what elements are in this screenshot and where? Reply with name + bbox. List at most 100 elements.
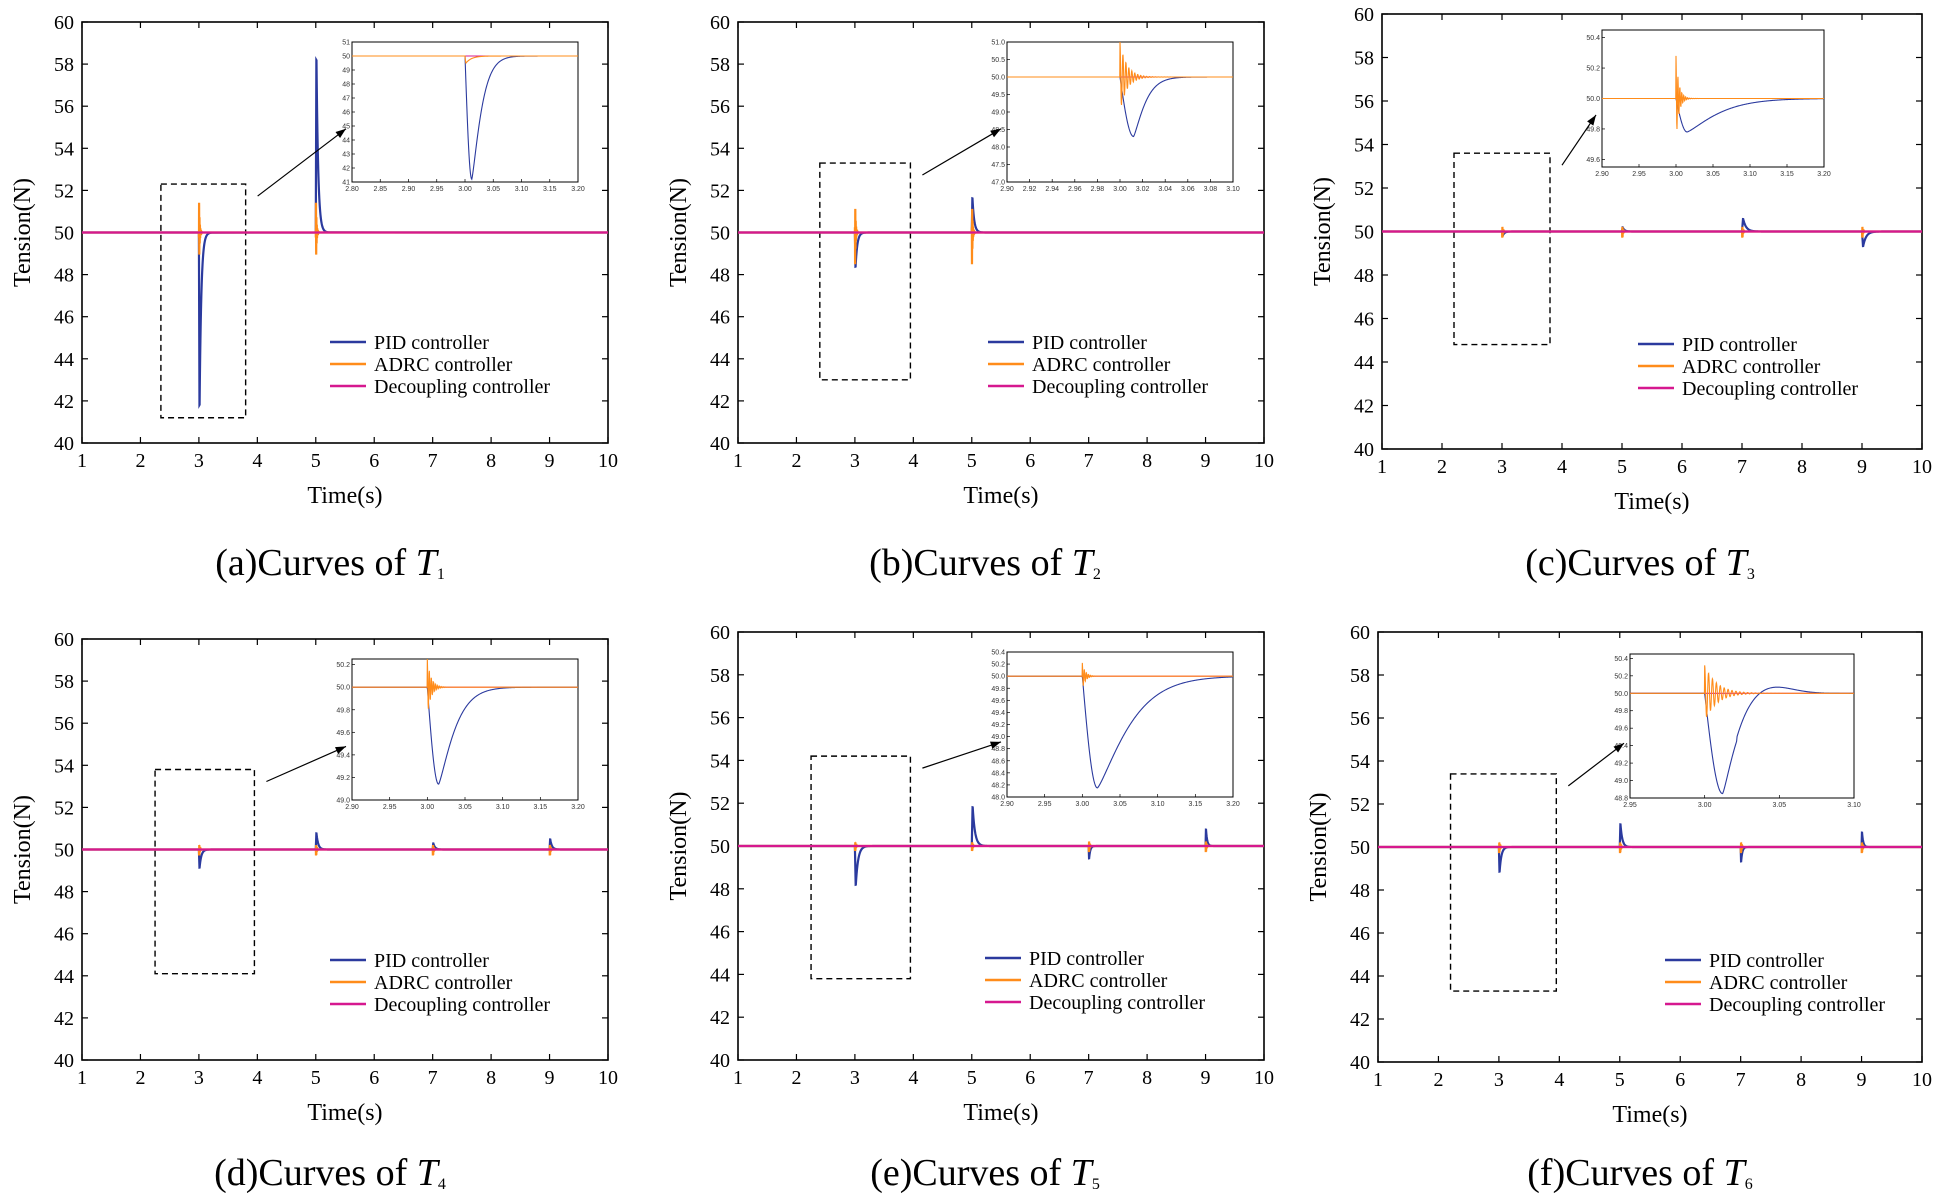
zoom-arrow-shaft bbox=[266, 745, 347, 783]
caption-subscript: 4 bbox=[438, 1176, 446, 1193]
y-tick-label: 54 bbox=[54, 138, 74, 160]
inset-y-tick-label: 44 bbox=[342, 138, 350, 145]
chart-panel-f: 1 2 3 4 5 6 7 8 9 104042444648505254565860Time(s)… bbox=[1306, 622, 1932, 1194]
y-tick-label: 60 bbox=[1350, 622, 1370, 644]
caption-prefix: (c)Curves of bbox=[1525, 542, 1725, 584]
legend-label-decoupling: Decoupling controller bbox=[374, 376, 550, 398]
x-tick-label: 4 bbox=[252, 450, 262, 472]
inset-x-tick-label: 3.10 bbox=[496, 804, 510, 811]
zoom-inset: 2.953.003.053.1048.849.049.249.449.649.8… bbox=[1614, 653, 1861, 809]
zoom-inset: 2.90 2.95 3.00 3.05 3.10 3.15 3.20 48.0 48.2 48.4… bbox=[991, 650, 1240, 809]
x-tick-label: 9 bbox=[1201, 450, 1211, 472]
inset-x-tick-label: 3.10 bbox=[1847, 802, 1861, 809]
zoom-arrow-head bbox=[335, 746, 346, 755]
inset-y-tick-label: 50.0 bbox=[1614, 691, 1628, 698]
y-tick-label: 56 bbox=[54, 713, 74, 735]
y-tick-label: 54 bbox=[710, 138, 730, 160]
inset-y-tick-label: 48.0 bbox=[991, 145, 1005, 152]
y-tick-label: 48 bbox=[54, 882, 74, 904]
inset-x-tick-label: 3.05 bbox=[1113, 801, 1127, 808]
inset-y-tick-label: 49.0 bbox=[1614, 778, 1628, 785]
y-tick-label: 42 bbox=[54, 391, 74, 413]
inset-x-tick-label: 3.05 bbox=[486, 186, 500, 193]
inset-line-adrc bbox=[352, 658, 578, 709]
x-tick-label: 3 bbox=[194, 1067, 204, 1089]
zoom-arrow-shaft bbox=[1567, 742, 1625, 787]
x-tick-label: 6 bbox=[369, 1067, 379, 1089]
legend-label-decoupling: Decoupling controller bbox=[374, 994, 550, 1016]
chart-panel-c: 1 2 3 4 5 6 7 8 9 104042444648505254565860Time(s)… bbox=[1310, 4, 1932, 584]
x-tick-label: 1 bbox=[77, 450, 87, 472]
x-tick-label: 4 bbox=[1554, 1069, 1564, 1091]
x-tick-label: 4 bbox=[908, 1067, 918, 1089]
zoom-region-box bbox=[1453, 152, 1551, 346]
caption-subscript: 5 bbox=[1092, 1176, 1100, 1193]
inset-x-tick-label: 3.02 bbox=[1136, 186, 1150, 193]
x-tick-label: 2 bbox=[135, 1067, 145, 1089]
inset-x-tick-label: 3.05 bbox=[1773, 802, 1787, 809]
y-tick-label: 46 bbox=[710, 307, 730, 329]
y-tick-label: 58 bbox=[1350, 665, 1370, 687]
zoom-inset: 2.90 2.95 3.00 3.05 3.10 3.15 3.20 49.6 49.8 50.0… bbox=[1586, 29, 1831, 178]
inset-x-tick-label: 3.00 bbox=[1698, 802, 1712, 809]
y-tick-label: 52 bbox=[1350, 794, 1370, 816]
inset-y-tick-label: 50.2 bbox=[991, 662, 1005, 669]
series-line-adrc bbox=[738, 208, 1265, 265]
x-tick-label: 4 bbox=[1557, 456, 1567, 478]
y-tick-label: 54 bbox=[1350, 751, 1370, 773]
inset-x-tick-label: 3.10 bbox=[1743, 171, 1757, 178]
caption-subscript: 2 bbox=[1093, 566, 1101, 583]
inset-x-tick-label: 3.15 bbox=[543, 186, 557, 193]
inset-y-tick-label: 50.0 bbox=[991, 75, 1005, 82]
inset-x-tick-label: 3.20 bbox=[571, 186, 585, 193]
x-tick-label: 3 bbox=[1494, 1069, 1504, 1091]
x-axis-title: Time(s) bbox=[1612, 1102, 1687, 1128]
legend-label-adrc: ADRC controller bbox=[1029, 970, 1168, 992]
y-tick-label: 58 bbox=[710, 665, 730, 687]
caption-variable: T bbox=[1071, 1152, 1095, 1194]
y-tick-label: 42 bbox=[710, 1007, 730, 1029]
y-tick-label: 56 bbox=[1350, 708, 1370, 730]
x-tick-label: 8 bbox=[1142, 450, 1152, 472]
x-tick-label: 3 bbox=[850, 1067, 860, 1089]
y-tick-label: 50 bbox=[54, 840, 74, 862]
inset-y-tick-label: 50.2 bbox=[336, 662, 350, 669]
inset-y-tick-label: 49.4 bbox=[336, 752, 350, 759]
y-tick-label: 40 bbox=[1354, 439, 1374, 461]
x-tick-label: 7 bbox=[428, 1067, 438, 1089]
inset-y-tick-label: 49.0 bbox=[336, 798, 350, 805]
x-tick-label: 9 bbox=[1201, 1067, 1211, 1089]
inset-y-tick-label: 43 bbox=[342, 152, 350, 159]
inset-line-adrc bbox=[1630, 665, 1854, 718]
y-axis-title: Tension(N) bbox=[666, 792, 692, 901]
chart-panel-e: 1 2 3 4 5 6 7 8 9 104042444648505254565860Time(s)… bbox=[666, 622, 1274, 1194]
y-tick-label: 42 bbox=[1354, 396, 1374, 418]
inset-y-tick-label: 48 bbox=[342, 82, 350, 89]
caption-prefix: (f)Curves of bbox=[1527, 1152, 1723, 1194]
inset-line-adrc bbox=[352, 55, 578, 65]
inset-y-tick-label: 50.0 bbox=[336, 685, 350, 692]
legend-label-adrc: ADRC controller bbox=[374, 354, 513, 376]
inset-y-tick-label: 41 bbox=[342, 180, 350, 187]
x-tick-label: 6 bbox=[1025, 1067, 1035, 1089]
inset-y-tick-label: 49.6 bbox=[336, 730, 350, 737]
y-axis-title: Tension(N) bbox=[1310, 177, 1336, 286]
zoom-arrow-head bbox=[1613, 743, 1624, 753]
x-tick-label: 5 bbox=[1617, 456, 1627, 478]
x-tick-label: 5 bbox=[1615, 1069, 1625, 1091]
inset-x-tick-label: 3.15 bbox=[1189, 801, 1203, 808]
x-tick-label: 10 bbox=[1912, 456, 1932, 478]
y-tick-label: 50 bbox=[710, 223, 730, 245]
y-tick-label: 42 bbox=[54, 1008, 74, 1030]
inset-line-adrc bbox=[1007, 662, 1233, 686]
y-axis-title: Tension(N) bbox=[10, 178, 36, 287]
x-tick-label: 6 bbox=[1025, 450, 1035, 472]
inset-x-tick-label: 3.00 bbox=[1669, 171, 1683, 178]
legend-label-adrc: ADRC controller bbox=[1032, 354, 1171, 376]
x-tick-label: 6 bbox=[1675, 1069, 1685, 1091]
y-tick-label: 52 bbox=[1354, 178, 1374, 200]
inset-y-tick-label: 49.2 bbox=[336, 775, 350, 782]
y-tick-label: 58 bbox=[54, 54, 74, 76]
inset-y-tick-label: 49.8 bbox=[336, 707, 350, 714]
inset-y-tick-label: 49.8 bbox=[991, 686, 1005, 693]
